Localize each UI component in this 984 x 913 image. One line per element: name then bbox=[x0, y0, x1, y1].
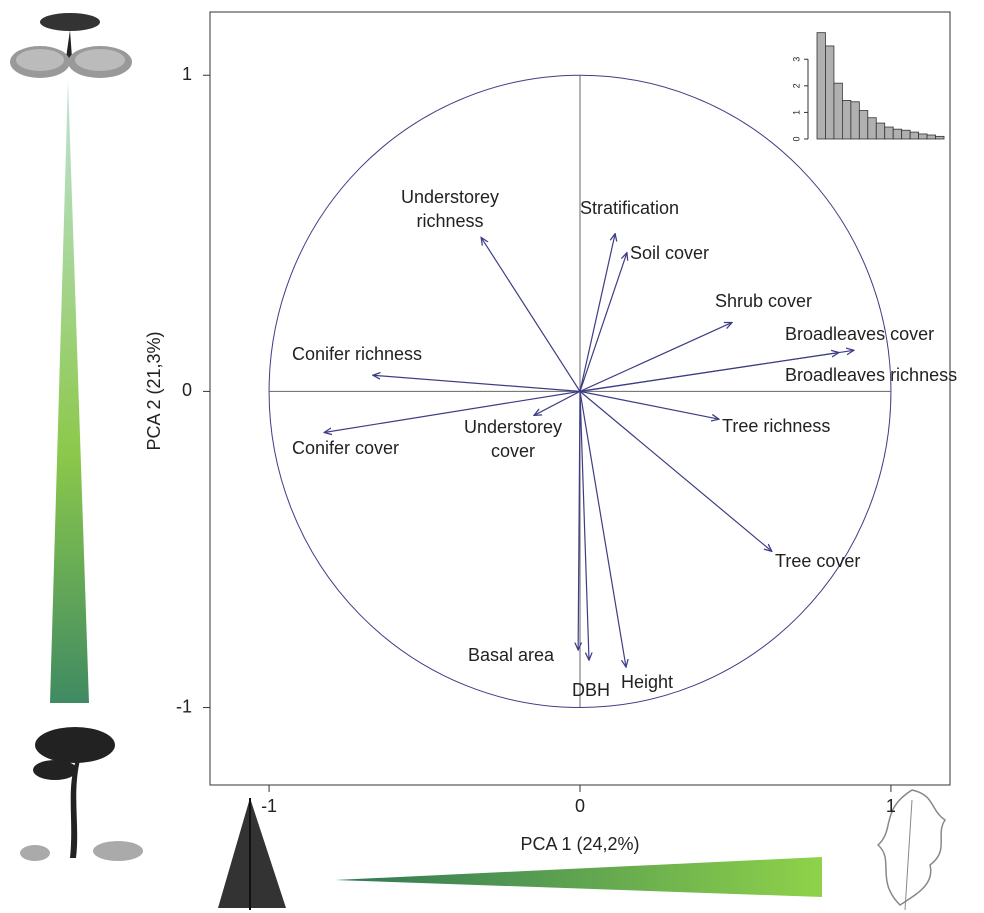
variable-label: Basal area bbox=[468, 643, 554, 667]
inset-bar bbox=[859, 111, 867, 139]
loading-arrow bbox=[373, 375, 580, 391]
inset-bar bbox=[825, 46, 833, 139]
inset-bar bbox=[817, 33, 825, 139]
gradient-wedge bbox=[50, 80, 89, 703]
page: PCA 1 (24,2%) PCA 2 (21,3%) -1 0 1 -1 0 1 0 1 2 3… bbox=[0, 0, 984, 913]
variable-label: Soil cover bbox=[630, 241, 709, 265]
gradient-wedge bbox=[335, 857, 822, 897]
loading-arrow bbox=[580, 391, 719, 419]
inset-bar bbox=[936, 136, 944, 139]
variable-label: Height bbox=[621, 670, 673, 694]
inset-bar bbox=[927, 135, 935, 139]
loading-arrow bbox=[580, 391, 626, 667]
y-tick-label: 1 bbox=[182, 64, 192, 84]
inset-bar bbox=[902, 130, 910, 139]
variable-label: Broadleaves richness bbox=[785, 363, 957, 387]
inset-bar bbox=[910, 132, 918, 139]
y-axis-label: PCA 2 (21,3%) bbox=[144, 331, 164, 450]
variable-label: Understorey cover bbox=[453, 415, 573, 463]
x-tick-label: 1 bbox=[886, 796, 896, 816]
variable-label: Tree richness bbox=[722, 414, 830, 438]
x-tick-label: -1 bbox=[261, 796, 277, 816]
loading-arrow bbox=[580, 322, 732, 391]
x-tick-label: 0 bbox=[575, 796, 585, 816]
variable-label: Tree cover bbox=[775, 549, 860, 573]
inset-bar bbox=[851, 102, 859, 139]
inset-y-tick-label: 3 bbox=[791, 57, 801, 62]
inset-bar bbox=[876, 123, 884, 139]
variable-label: Conifer richness bbox=[292, 342, 422, 366]
variable-label: Broadleaves cover bbox=[785, 322, 934, 346]
x-axis-label: PCA 1 (24,2%) bbox=[520, 834, 639, 854]
y-tick-label: -1 bbox=[176, 696, 192, 716]
inset-bar bbox=[834, 83, 842, 139]
loading-arrow bbox=[580, 234, 615, 392]
inset-bar bbox=[893, 129, 901, 139]
loading-arrow bbox=[580, 253, 627, 392]
variable-label: DBH bbox=[572, 678, 610, 702]
y-tick-label: 0 bbox=[182, 380, 192, 400]
inset-y-tick-label: 0 bbox=[791, 136, 801, 141]
variable-label: Conifer cover bbox=[292, 436, 399, 460]
loading-arrow bbox=[580, 391, 589, 660]
inset-bar bbox=[919, 134, 927, 139]
variable-label: Shrub cover bbox=[715, 289, 812, 313]
inset-y-tick-label: 1 bbox=[791, 110, 801, 115]
inset-bar bbox=[868, 118, 876, 139]
loading-arrow bbox=[481, 237, 580, 391]
icon-broadleaf-forest bbox=[10, 13, 132, 78]
variable-label: Stratification bbox=[580, 196, 679, 220]
variable-label: Understorey richness bbox=[390, 185, 510, 233]
inset-y-tick-label: 2 bbox=[791, 83, 801, 88]
inset-bar bbox=[842, 100, 850, 139]
icon-pine-forest bbox=[20, 727, 143, 861]
inset-bar bbox=[885, 127, 893, 139]
